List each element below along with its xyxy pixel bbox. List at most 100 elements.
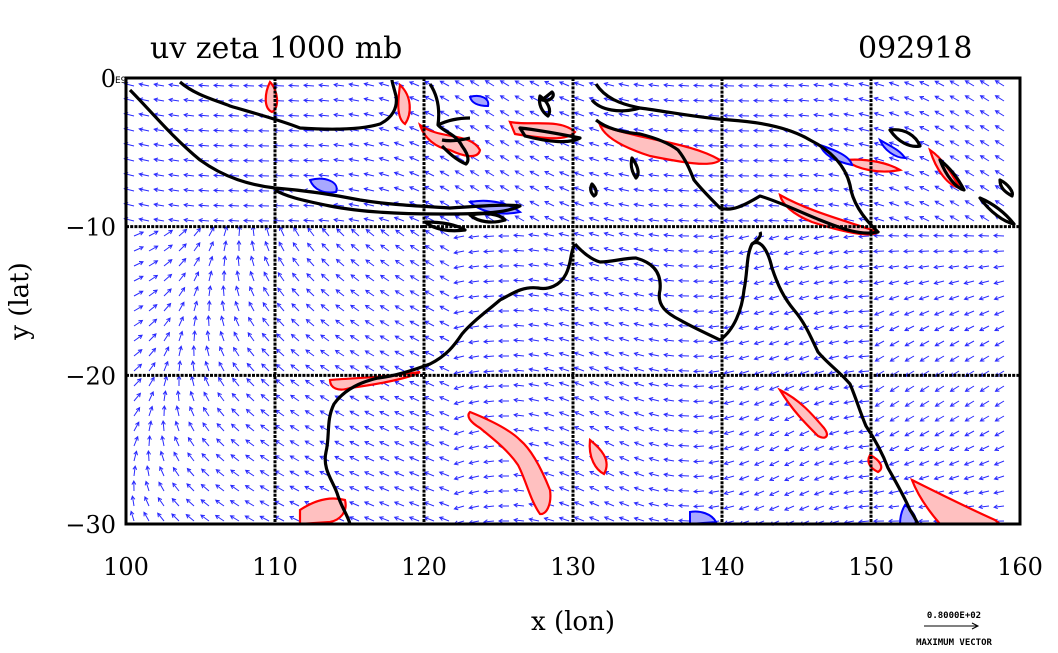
wind-vector [798, 475, 810, 481]
wind-vector [212, 188, 225, 193]
wind-vector [737, 188, 750, 194]
wind-vector [904, 430, 915, 437]
wind-vector [261, 332, 270, 342]
wind-vector [798, 127, 810, 133]
wind-vector [963, 264, 975, 270]
wind-vector [364, 395, 375, 402]
wind-vector [708, 309, 720, 315]
wind-vector [321, 258, 330, 267]
wind-vector [767, 173, 780, 178]
wind-vector [439, 290, 450, 297]
wind-vector [692, 83, 705, 88]
wind-vector [979, 445, 990, 451]
wind-vector [163, 302, 172, 312]
wind-vector [663, 262, 675, 268]
wind-vector [903, 475, 915, 481]
wind-vector [320, 288, 330, 297]
wind-vector [798, 340, 810, 346]
wind-vector [544, 215, 555, 222]
wind-vector [319, 485, 330, 492]
wind-vector [185, 513, 195, 522]
wind-vector [365, 244, 375, 252]
wind-vector [558, 426, 570, 432]
wind-vector [514, 110, 525, 117]
wind-vector [813, 310, 825, 315]
wind-vector [618, 231, 630, 237]
wind-vector [453, 310, 465, 315]
wind-vector [320, 319, 330, 327]
wind-vector [497, 518, 509, 524]
wind-vector [543, 307, 555, 312]
wind-vector [304, 485, 315, 492]
wind-vector [207, 285, 213, 297]
wind-vector [438, 471, 450, 477]
wind-vector [453, 235, 465, 240]
wind-vector [218, 361, 225, 372]
wind-vector [843, 415, 855, 420]
wind-vector [378, 441, 390, 447]
wind-vector [677, 458, 690, 464]
wind-vector [468, 309, 480, 315]
wind-vector [903, 310, 915, 316]
wind-vector [161, 419, 166, 432]
wind-vector [378, 126, 390, 132]
wind-vector [453, 280, 465, 285]
wind-vector [783, 490, 795, 496]
wind-vector [163, 360, 169, 372]
wind-vector [768, 415, 780, 421]
coast-sulawesi [428, 83, 471, 166]
wind-vector [813, 490, 825, 496]
wind-vector [512, 233, 525, 238]
wind-vector [648, 247, 660, 253]
wind-vector [483, 384, 495, 390]
wind-vector [148, 245, 159, 252]
wind-vector [722, 203, 735, 209]
wind-vector [529, 170, 540, 177]
wind-vector [192, 329, 197, 342]
wind-vector [903, 216, 915, 222]
wind-vector [573, 351, 585, 357]
wind-vector [994, 110, 1005, 117]
wind-vector [380, 244, 390, 252]
wind-vector [379, 335, 390, 342]
wind-vector [798, 172, 810, 178]
wind-vector [543, 456, 555, 462]
wind-vector [249, 285, 255, 297]
wind-vector [633, 97, 645, 103]
wind-vector [813, 202, 825, 208]
wind-vector [902, 248, 915, 254]
wind-vector [133, 363, 143, 372]
wind-vector [588, 516, 600, 522]
wind-vector [306, 273, 315, 282]
wind-vector [633, 112, 645, 118]
wind-vector [259, 485, 270, 492]
wind-vector [197, 203, 210, 208]
wind-vector [278, 256, 285, 267]
wind-vector [153, 97, 165, 103]
wind-vector [483, 459, 495, 465]
wind-vector [799, 445, 810, 451]
wind-vector [257, 143, 270, 149]
wind-vector [663, 202, 675, 208]
wind-vector [994, 140, 1005, 147]
wind-vector [738, 445, 750, 451]
wind-vector [424, 215, 435, 222]
wind-vector [677, 518, 690, 524]
wind-vector [768, 235, 780, 241]
wind-vector [138, 217, 150, 222]
wind-vector [159, 465, 165, 477]
wind-vector [949, 80, 960, 87]
wind-vector [994, 200, 1005, 207]
wind-vector [843, 354, 855, 360]
wind-vector [212, 143, 225, 148]
wind-vector [558, 471, 570, 477]
wind-vector [588, 396, 600, 402]
wind-vector [708, 474, 720, 480]
wind-vector [453, 505, 465, 511]
wind-vector [934, 185, 945, 192]
wind-vector [350, 228, 360, 237]
wind-vector [145, 465, 151, 477]
wind-vector [603, 351, 615, 357]
wind-vector [483, 504, 495, 510]
wind-vector [364, 304, 375, 312]
